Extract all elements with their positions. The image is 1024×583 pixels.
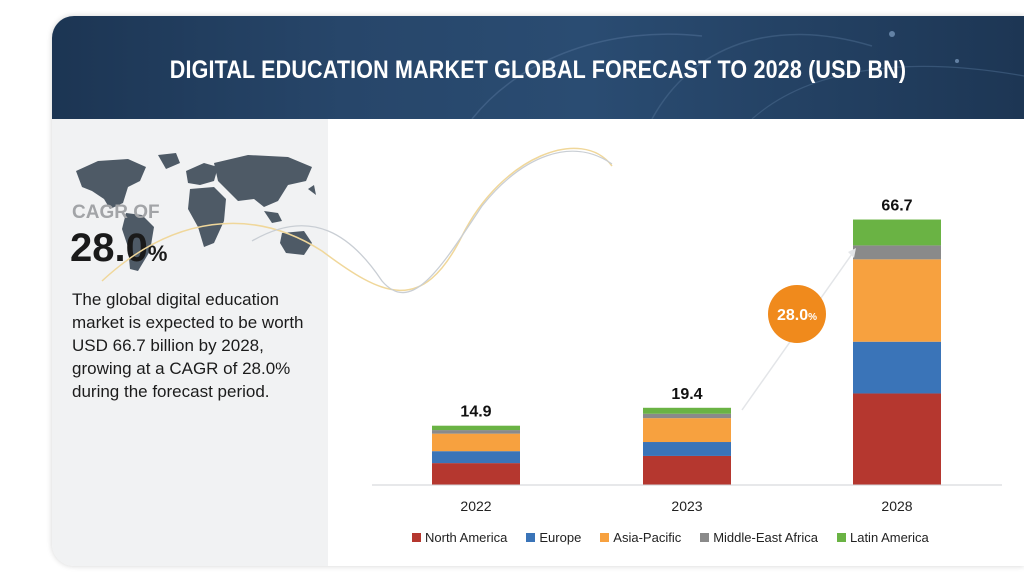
chart-legend: North America Europe Asia-Pacific Middle-Ea… [412,530,929,545]
legend-label: Middle-East Africa [713,530,818,545]
legend-item-middle-east-africa: Middle-East Africa [700,530,818,545]
summary-description: The global digital education market is e… [72,290,304,401]
legend-item-latin-america: Latin America [836,530,929,545]
decorative-swoosh-yellow [101,147,613,292]
cagr-badge [768,285,826,343]
trend-arrow-head [848,248,856,258]
bar-segment-europe-2022 [432,451,520,464]
legend-swatch [412,533,421,542]
bar-segment-north-america-2022 [432,463,520,485]
title-banner: DIGITAL EDUCATION MARKET GLOBAL FORECAST… [52,16,1024,119]
bar-segment-asia-pacific-2022 [432,433,520,452]
x-tick-label-2028: 2028 [881,498,912,514]
bar-total-label-2028: 66.7 [881,198,912,215]
legend-label: North America [425,530,508,545]
bar-segment-north-america-2023 [643,455,731,485]
bar-segment-asia-pacific-2028 [853,259,941,342]
infographic-card: DIGITAL EDUCATION MARKET GLOBAL FORECAST… [52,16,1024,566]
bar-segment-latin-america-2022 [432,425,520,431]
bar-segment-north-america-2028 [853,393,941,485]
bar-segment-middle-east-africa-2023 [643,413,731,419]
legend-swatch [526,533,536,542]
x-tick-label-2022: 2022 [460,498,491,514]
legend-label: Europe [539,530,582,545]
bar-segment-latin-america-2023 [643,407,731,414]
legend-label: Latin America [849,530,929,545]
cagr-value: 28.0% [70,226,167,271]
bar-segment-europe-2028 [853,341,941,394]
cagr-label: CAGR OF [72,202,160,223]
cagr-unit: % [147,241,168,266]
legend-item-north-america: North America [412,530,507,545]
stacked-bar-chart: 14.9 2022 19.4 2023 66.7 2028 28.0% [101,147,1002,514]
world-map-icon [76,153,316,271]
decorative-swoosh-grey [251,150,613,294]
legend-item-asia-pacific: Asia-Pacific [600,530,681,545]
legend-swatch [700,533,710,542]
bar-segment-middle-east-africa-2022 [432,430,520,434]
legend-swatch [600,533,610,542]
cagr-badge-label: 28.0% [777,307,817,324]
bar-segment-asia-pacific-2023 [643,418,731,443]
bar-total-label-2022: 14.9 [460,404,491,421]
bar-segment-europe-2023 [643,442,731,456]
legend-swatch [836,533,846,542]
cagr-number: 28.0 [70,226,148,270]
banner-decoration [471,31,1024,119]
bar-segment-latin-america-2028 [853,219,941,246]
legend-label: Asia-Pacific [613,530,682,545]
chart-title: DIGITAL EDUCATION MARKET GLOBAL FORECAST… [169,56,907,84]
bar-total-label-2023: 19.4 [671,386,702,403]
x-tick-label-2023: 2023 [671,498,702,514]
bar-segment-middle-east-africa-2028 [853,245,941,260]
legend-item-europe: Europe [526,530,581,545]
